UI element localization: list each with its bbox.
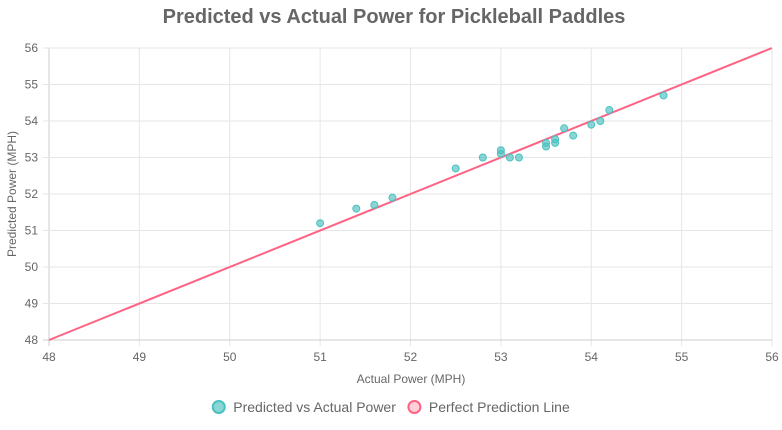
y-tick-label: 56 xyxy=(25,41,39,55)
perfect-prediction-line xyxy=(48,47,773,341)
x-tick-label: 54 xyxy=(585,350,599,364)
chart-title: Predicted vs Actual Power for Pickleball… xyxy=(163,6,626,28)
data-point[interactable] xyxy=(496,146,505,155)
x-tick-label: 51 xyxy=(313,350,327,364)
legend-marker-scatter xyxy=(211,400,226,414)
x-tick-label: 48 xyxy=(42,350,56,364)
x-tick-label: 55 xyxy=(675,350,689,364)
legend-label: Perfect Prediction Line xyxy=(429,399,570,415)
y-tick-label: 50 xyxy=(25,260,39,274)
data-point[interactable] xyxy=(451,164,460,173)
data-point[interactable] xyxy=(659,91,668,100)
data-point[interactable] xyxy=(560,124,569,133)
y-axis-title: Predicted Power (MPH) xyxy=(5,131,19,257)
x-tick-label: 56 xyxy=(765,350,779,364)
x-tick-label: 52 xyxy=(404,350,418,364)
legend-item[interactable]: Perfect Prediction Line xyxy=(407,399,570,415)
data-point[interactable] xyxy=(605,106,614,115)
data-point[interactable] xyxy=(542,138,551,147)
data-point[interactable] xyxy=(569,131,578,140)
x-axis-title: Actual Power (MPH) xyxy=(357,372,466,386)
y-tick-label: 51 xyxy=(25,224,39,238)
plot-area xyxy=(48,47,773,341)
axes: 48 49 50 51 52 53 54 55 56 48 49 50 51 52 53 54 55 56 xyxy=(25,41,779,364)
y-tick-label: 53 xyxy=(25,151,39,165)
data-point[interactable] xyxy=(596,117,605,125)
x-tick-label: 49 xyxy=(133,350,147,364)
grid xyxy=(43,47,773,346)
x-tick-label: 53 xyxy=(494,350,508,364)
data-point[interactable] xyxy=(505,153,514,162)
data-point[interactable] xyxy=(587,120,596,129)
data-point[interactable] xyxy=(478,153,487,162)
legend: Predicted vs Actual Power Perfect Predict… xyxy=(211,399,570,415)
data-point[interactable] xyxy=(551,135,560,144)
y-tick-label: 52 xyxy=(25,187,39,201)
y-tick-label: 49 xyxy=(25,297,39,311)
y-tick-label: 54 xyxy=(25,114,39,128)
legend-label: Predicted vs Actual Power xyxy=(233,399,396,415)
data-point[interactable] xyxy=(388,193,397,202)
legend-item[interactable]: Predicted vs Actual Power xyxy=(211,399,396,415)
y-tick-label: 55 xyxy=(25,78,39,92)
y-tick-label: 48 xyxy=(25,333,39,347)
data-point[interactable] xyxy=(514,153,523,162)
legend-marker-line xyxy=(407,400,422,414)
data-point[interactable] xyxy=(370,200,379,209)
x-tick-label: 50 xyxy=(223,350,237,364)
data-point[interactable] xyxy=(316,219,325,228)
data-point[interactable] xyxy=(352,204,361,213)
